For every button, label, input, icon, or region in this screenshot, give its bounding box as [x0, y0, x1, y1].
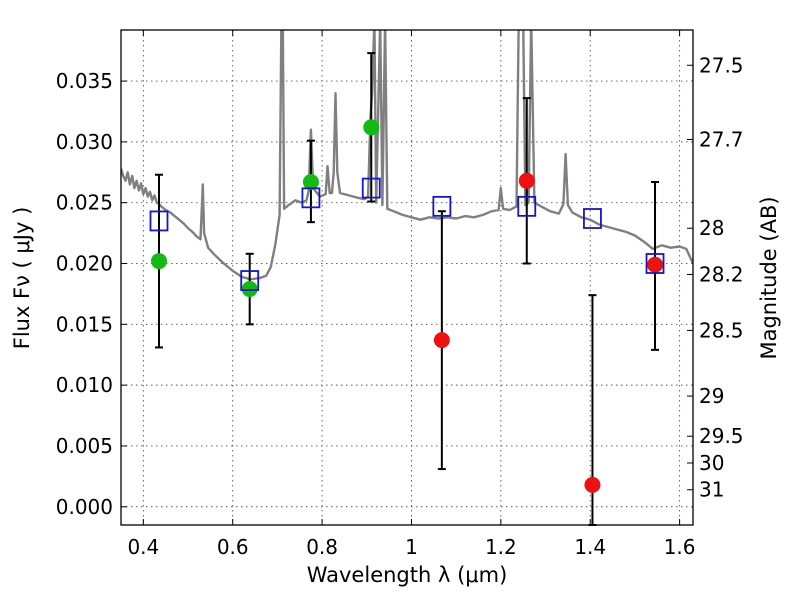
x-tick-label: 1.4	[574, 535, 606, 559]
y-tick-label: 0.005	[56, 434, 113, 458]
y-tick-label: 0.030	[56, 130, 113, 154]
x-tick-label: 0.4	[127, 535, 159, 559]
model-flux-square	[645, 253, 665, 274]
right-tick-label: 27.7	[699, 127, 744, 151]
x-tick-label: 1.2	[485, 535, 517, 559]
x-tick-label: 0.6	[217, 535, 249, 559]
model-flux-square	[240, 270, 260, 291]
flux-point	[433, 332, 450, 349]
x-axis-label: Wavelength λ (μm)	[307, 563, 508, 587]
model-flux-square	[583, 208, 602, 229]
flux-point	[363, 119, 380, 136]
x-tick-label: 1.6	[664, 535, 696, 559]
flux-point	[150, 253, 167, 270]
y-tick-label: 0.020	[56, 252, 113, 276]
y-tick-label: 0.035	[56, 69, 113, 93]
model-flux-square	[301, 187, 321, 209]
errorbar-layer	[154, 52, 660, 526]
right-tick-label: 31	[699, 478, 724, 502]
model-flux-square	[432, 195, 452, 217]
grid-lines	[121, 30, 693, 525]
flux-point	[241, 281, 258, 298]
y-tick-label: 0.015	[56, 312, 113, 336]
right-tick-label: 29	[699, 384, 724, 408]
y-tick-label: 0.000	[56, 495, 113, 519]
flux-point	[584, 476, 601, 493]
model-flux-square	[149, 210, 169, 232]
right-tick-label: 29.5	[699, 424, 744, 448]
right-tick-label: 28.5	[699, 318, 744, 342]
tick-layer: 0.4 0.6 0.8 1 1.2 1.4 1.6 0.000 0.005 0.010 0.015 0…	[56, 30, 744, 559]
right-tick-label: 30	[699, 451, 724, 475]
y-tick-label: 0.010	[56, 373, 113, 397]
y-axis-label: Flux Fν ( μJy )	[10, 207, 34, 350]
x-tick-label: 0.8	[306, 535, 338, 559]
right-axis-label: Magnitude (AB)	[757, 196, 781, 359]
sed-curve-layer	[121, 30, 693, 281]
x-tick-label: 1	[405, 535, 418, 559]
flux-point	[302, 174, 319, 191]
flux-point	[518, 172, 535, 189]
right-tick-label: 28.2	[699, 262, 744, 286]
marker-layer	[149, 119, 665, 493]
right-tick-label: 27.5	[699, 53, 744, 77]
model-flux-square	[361, 177, 381, 199]
flux-point	[647, 256, 664, 273]
model-flux-square	[517, 195, 537, 217]
y-tick-label: 0.025	[56, 191, 113, 215]
sed-model-curve	[121, 30, 693, 281]
right-tick-label: 28	[699, 216, 724, 240]
plot-frame	[120, 29, 694, 526]
